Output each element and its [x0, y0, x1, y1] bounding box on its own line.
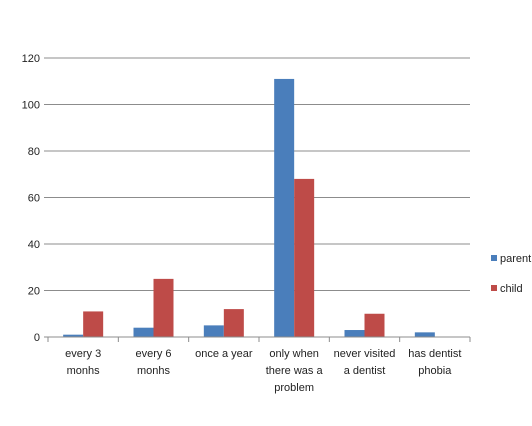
x-category-label-line: problem [274, 382, 314, 394]
legend-item-parent: parent [491, 253, 531, 265]
y-tick-label: 40 [28, 239, 40, 251]
x-category-label-line: monhs [137, 365, 171, 377]
x-category-label-line: phobia [418, 365, 452, 377]
y-tick-label: 20 [28, 286, 40, 298]
y-tick-label: 80 [28, 146, 40, 158]
bar-parent [203, 325, 224, 337]
x-category-label-line: every 3 [65, 348, 101, 360]
x-category-label: every 3 monhs [65, 348, 101, 377]
bar-child [153, 278, 174, 337]
x-category-label: has dentist phobia [408, 348, 461, 377]
legend-item-child: child [491, 283, 523, 295]
bar-parent [274, 78, 295, 338]
legend-label: child [500, 283, 523, 295]
y-axis-ticks: 0 20 40 60 80 100 120 [22, 53, 48, 344]
x-category-label: once a year [195, 348, 253, 360]
x-category-label-line: once a year [195, 348, 253, 360]
x-category-label: never visited a dentist [334, 348, 396, 377]
x-axis-tick-marks [47, 337, 471, 342]
bars [63, 78, 435, 338]
bar-parent [414, 332, 435, 337]
legend-swatch [491, 285, 497, 291]
x-category-label-line: only when [269, 348, 319, 360]
legend-label: parent [500, 253, 531, 265]
bar-child [83, 311, 104, 337]
x-category-label-line: there was a [266, 365, 324, 377]
x-category-label-line: has dentist [408, 348, 461, 360]
y-tick-label: 0 [34, 332, 40, 344]
bar-parent [133, 327, 154, 337]
bar-child [364, 313, 385, 337]
x-category-label-line: monhs [67, 365, 101, 377]
y-tick-label: 120 [22, 53, 40, 65]
gridlines [48, 57, 470, 291]
y-tick-label: 100 [22, 100, 40, 112]
x-axis-category-labels: every 3 monhs every 6 monhs once a year only … [65, 348, 461, 394]
x-category-label: every 6 monhs [135, 348, 171, 377]
bar-parent [63, 334, 84, 337]
y-tick-label: 60 [28, 193, 40, 205]
x-category-label-line: every 6 [135, 348, 171, 360]
bar-child [294, 178, 315, 337]
x-category-label: only when there was a problem [266, 348, 324, 394]
bar-child [223, 309, 244, 337]
bar-parent [344, 330, 365, 337]
legend-swatch [491, 255, 497, 261]
x-category-label-line: a dentist [344, 365, 386, 377]
legend: parent child [491, 253, 531, 295]
x-category-label-line: never visited [334, 348, 396, 360]
